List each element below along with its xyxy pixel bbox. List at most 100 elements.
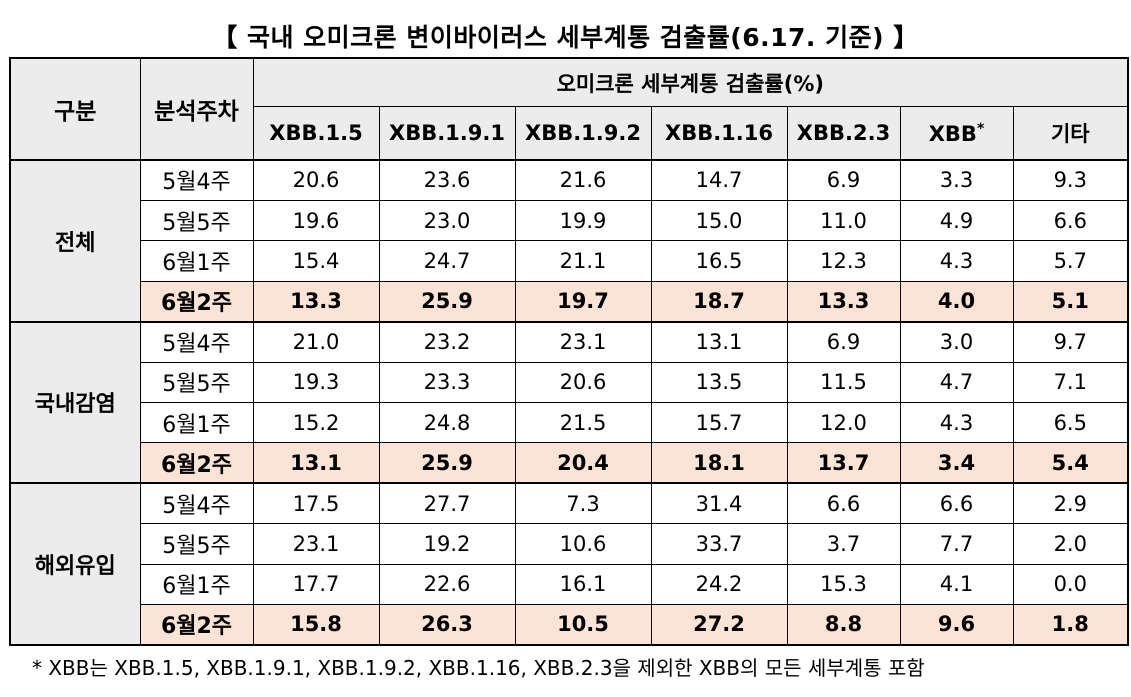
value-cell: 27.7 — [378, 482, 516, 525]
value-cell: 26.3 — [378, 603, 516, 646]
week-cell: 6월2주 — [139, 280, 254, 323]
value-cell: 23.6 — [378, 158, 516, 201]
value-cell: 15.3 — [786, 563, 901, 605]
week-cell: 6월2주 — [139, 442, 254, 484]
table-row: 해외유입 5월4주 17.5 27.7 7.3 31.4 6.6 6.6 2.9 — [9, 482, 1129, 646]
column-header: XBB.1.9.2 — [514, 106, 652, 161]
value-cell: 31.4 — [650, 482, 788, 525]
week-cell: 5월4주 — [139, 158, 254, 201]
group-label: 해외유입 — [9, 482, 141, 646]
value-cell: 15.4 — [252, 240, 380, 282]
value-cell: 19.2 — [378, 523, 516, 565]
header-detection-rate: 오미크론 세부계통 검출률(%) — [252, 57, 1129, 107]
table-row: 6월2주 15.8 26.3 10.5 27.2 8.8 9.6 1.8 — [10, 603, 1129, 646]
column-header-label: 기타 — [1050, 122, 1090, 146]
value-cell: 13.3 — [252, 280, 380, 323]
value-cell: 20.6 — [252, 158, 380, 201]
table-row: 국내감염 5월4주 21.0 23.2 23.1 13.1 6.9 3.0 9.7 — [9, 320, 1129, 484]
value-cell: 13.3 — [786, 280, 901, 323]
value-cell: 23.2 — [378, 320, 516, 363]
value-cell: 33.7 — [650, 523, 788, 565]
table-row: 전체 5월4주 20.6 23.6 21.6 14.7 6.9 3.3 9.3 — [9, 158, 1129, 323]
value-cell: 3.0 — [899, 320, 1014, 363]
header-analysis-week: 분석주차 — [139, 57, 254, 161]
value-cell: 20.6 — [514, 361, 652, 403]
value-cell: 13.1 — [252, 442, 380, 484]
value-cell: 3.4 — [899, 442, 1014, 484]
group-label: 국내감염 — [9, 320, 141, 484]
column-header: XBB.2.3 — [786, 106, 901, 161]
table-row: 6월1주 15.2 24.8 21.5 15.7 12.0 4.3 6.5 — [10, 401, 1129, 444]
page-title: 【 국내 오미크론 변이바이러스 세부계통 검출률(6.17. 기준) 】 — [212, 23, 919, 52]
value-cell: 6.5 — [1012, 401, 1129, 444]
week-cell: 5월4주 — [139, 482, 254, 525]
value-cell: 16.1 — [514, 563, 652, 605]
column-header: XBB.1.5 — [252, 106, 380, 161]
value-cell: 2.9 — [1012, 482, 1129, 525]
value-cell: 10.6 — [514, 523, 652, 565]
value-cell: 23.1 — [252, 523, 380, 565]
value-cell: 7.3 — [514, 482, 652, 525]
value-cell: 4.3 — [899, 401, 1014, 444]
table-row: 6월1주 15.4 24.7 21.1 16.5 12.3 4.3 5.7 — [10, 240, 1129, 282]
week-cell: 5월5주 — [139, 199, 254, 242]
value-cell: 9.7 — [1012, 320, 1129, 363]
value-cell: 6.6 — [1012, 199, 1129, 242]
value-cell: 7.7 — [899, 523, 1014, 565]
table-row: 6월2주 13.3 25.9 19.7 18.7 13.3 4.0 5.1 — [10, 280, 1129, 323]
value-cell: 8.8 — [786, 603, 901, 646]
value-cell: 4.7 — [899, 361, 1014, 403]
value-cell: 27.2 — [650, 603, 788, 646]
week-cell: 6월1주 — [139, 401, 254, 444]
value-cell: 15.7 — [650, 401, 788, 444]
value-cell: 21.5 — [514, 401, 652, 444]
value-cell: 15.0 — [650, 199, 788, 242]
value-cell: 19.3 — [252, 361, 380, 403]
column-header: XBB.1.9.1 — [378, 106, 516, 161]
column-header: 기타 — [1012, 106, 1129, 161]
detection-rate-table: 구분 분석주차 오미크론 세부계통 검출률(%) XBB.1.5 XBB.1.9.… — [9, 57, 1130, 646]
week-cell: 6월1주 — [139, 563, 254, 605]
asterisk-footnote-mark: * — [976, 120, 985, 137]
column-header-label: XBB.1.16 — [665, 121, 773, 145]
footnote: * XBB는 XBB.1.5, XBB.1.9.1, XBB.1.9.2, XB… — [32, 656, 925, 680]
value-cell: 12.3 — [786, 240, 901, 282]
column-header-label: XBB — [928, 121, 977, 146]
value-cell: 21.0 — [252, 320, 380, 363]
value-cell: 6.6 — [786, 482, 901, 525]
table-row: 6월2주 13.1 25.9 20.4 18.1 13.7 3.4 5.4 — [10, 442, 1129, 484]
group-label: 전체 — [9, 159, 141, 323]
value-cell: 21.1 — [514, 240, 652, 282]
value-cell: 5.1 — [1012, 280, 1129, 323]
value-cell: 25.9 — [378, 280, 516, 323]
value-cell: 23.3 — [378, 361, 516, 403]
week-cell: 6월2주 — [139, 603, 254, 646]
value-cell: 14.7 — [650, 158, 788, 201]
value-cell: 18.1 — [650, 442, 788, 484]
week-cell: 5월4주 — [139, 320, 254, 363]
week-cell: 5월5주 — [139, 361, 254, 403]
table-row: 5월5주 23.1 19.2 10.6 33.7 3.7 7.7 2.0 — [10, 523, 1129, 565]
value-cell: 9.3 — [1012, 158, 1129, 201]
week-cell: 5월5주 — [139, 523, 254, 565]
value-cell: 5.4 — [1012, 442, 1129, 484]
value-cell: 11.0 — [786, 199, 901, 242]
column-header-label: XBB.2.3 — [796, 121, 891, 145]
value-cell: 17.7 — [252, 563, 380, 605]
value-cell: 24.7 — [378, 240, 516, 282]
value-cell: 5.7 — [1012, 240, 1129, 282]
value-cell: 23.1 — [514, 320, 652, 363]
value-cell: 7.1 — [1012, 361, 1129, 403]
value-cell: 2.0 — [1012, 523, 1129, 565]
value-cell: 24.8 — [378, 401, 516, 444]
value-cell: 15.8 — [252, 603, 380, 646]
table-row: 5월5주 19.6 23.0 19.9 15.0 11.0 4.9 6.6 — [10, 199, 1129, 242]
value-cell: 9.6 — [899, 603, 1014, 646]
value-cell: 4.0 — [899, 280, 1014, 323]
value-cell: 19.9 — [514, 199, 652, 242]
header-category: 구분 — [9, 57, 141, 161]
value-cell: 4.1 — [899, 563, 1014, 605]
value-cell: 13.7 — [786, 442, 901, 484]
value-cell: 19.7 — [514, 280, 652, 323]
value-cell: 19.6 — [252, 199, 380, 242]
